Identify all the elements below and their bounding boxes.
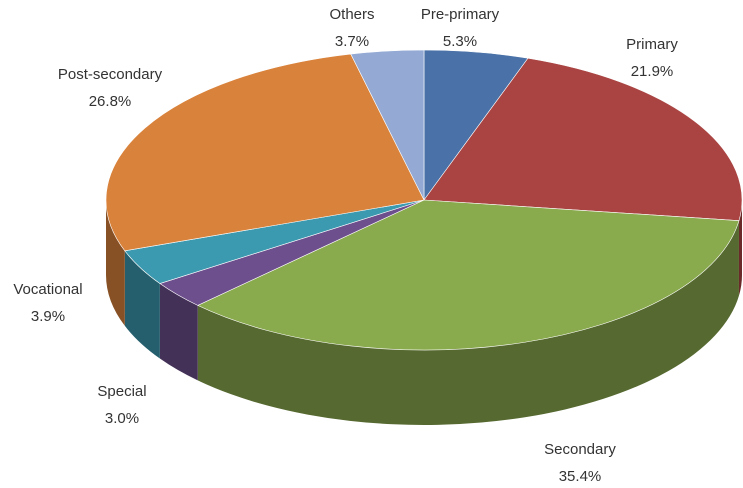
slice-value-label: 26.8% [89, 93, 132, 110]
slice [423, 57, 743, 221]
slice-label: Special [97, 383, 146, 400]
slice-value-label: 21.9% [631, 63, 674, 80]
slice-value-label: 35.4% [559, 468, 602, 485]
slice-value-label: 3.7% [335, 33, 369, 50]
slice-value-label: 5.3% [443, 33, 477, 50]
slice-label: Post-secondary [58, 66, 163, 83]
slice-value-label: 3.9% [31, 308, 65, 325]
slice-label: Primary [626, 36, 678, 53]
slice-label: Others [329, 6, 374, 23]
slice-side [124, 250, 160, 359]
slice-value-label: 3.0% [105, 410, 139, 427]
slice-side [106, 200, 125, 326]
slice-side [738, 200, 742, 296]
slice [105, 53, 425, 252]
slice-label: Vocational [13, 281, 82, 298]
slice-side [197, 220, 739, 425]
slice-label: Pre-primary [421, 6, 500, 23]
slice-side [159, 283, 198, 381]
slice [197, 199, 740, 351]
slice [350, 49, 425, 201]
slice-label: Secondary [544, 441, 616, 458]
